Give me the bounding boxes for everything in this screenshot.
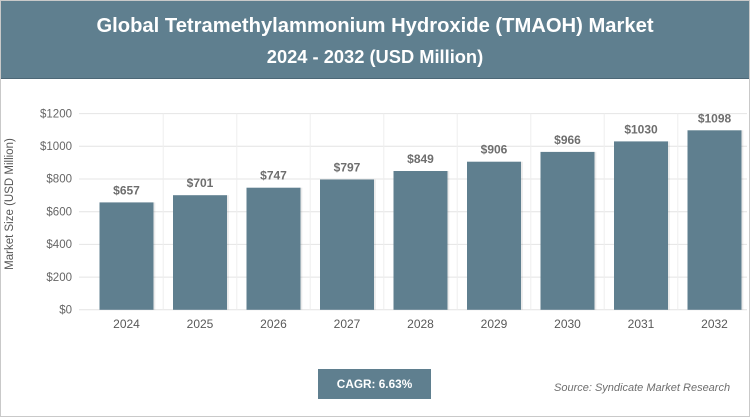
svg-text:$800: $800 [46,174,72,186]
svg-text:$200: $200 [46,272,72,284]
svg-text:2029: 2029 [481,317,508,331]
svg-text:$400: $400 [46,239,72,251]
svg-text:2024: 2024 [113,317,140,331]
svg-text:$0: $0 [59,305,72,317]
svg-text:2031: 2031 [628,317,655,331]
svg-text:$906: $906 [481,143,508,157]
svg-text:$1000: $1000 [40,141,72,153]
svg-text:$797: $797 [334,161,361,175]
svg-text:$849: $849 [407,152,434,166]
svg-text:$966: $966 [554,133,581,147]
svg-text:2026: 2026 [260,317,287,331]
svg-text:2030: 2030 [554,317,581,331]
svg-text:$1200: $1200 [40,108,72,120]
svg-text:$1030: $1030 [624,122,658,136]
svg-text:$1098: $1098 [698,111,732,125]
svg-text:2027: 2027 [334,317,361,331]
svg-text:$600: $600 [46,206,72,218]
svg-text:$657: $657 [113,183,140,197]
svg-text:$701: $701 [187,176,214,190]
svg-text:$747: $747 [260,169,287,183]
svg-text:2032: 2032 [701,317,728,331]
svg-text:2025: 2025 [187,317,214,331]
svg-text:2028: 2028 [407,317,434,331]
